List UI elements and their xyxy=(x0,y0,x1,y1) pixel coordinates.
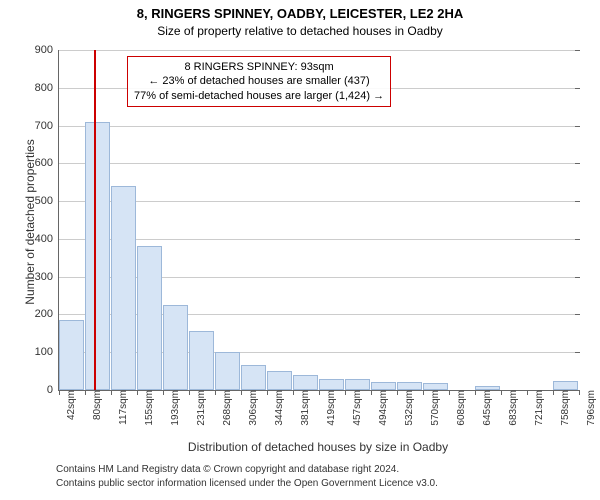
histogram-bar xyxy=(137,246,162,390)
histogram-bar xyxy=(267,371,292,390)
x-tick-label: 80sqm xyxy=(88,390,103,420)
x-axis-label: Distribution of detached houses by size … xyxy=(58,440,578,454)
y-tick-label: 100 xyxy=(35,346,59,358)
x-tick-label: 268sqm xyxy=(218,390,233,426)
y-tick-label: 600 xyxy=(35,157,59,169)
y-tick-label: 0 xyxy=(47,384,59,396)
x-tick-label: 155sqm xyxy=(140,390,155,426)
gridline xyxy=(59,201,579,202)
x-tick-mark xyxy=(241,390,242,395)
footer-line-2: Contains public sector information licen… xyxy=(56,478,438,489)
x-tick-mark xyxy=(137,390,138,395)
x-tick-mark xyxy=(371,390,372,395)
y-tick-mark xyxy=(575,163,580,164)
footer-line-1: Contains HM Land Registry data © Crown c… xyxy=(56,464,399,475)
x-tick-label: 306sqm xyxy=(244,390,259,426)
x-tick-mark xyxy=(189,390,190,395)
x-tick-mark xyxy=(293,390,294,395)
x-tick-label: 645sqm xyxy=(478,390,493,426)
x-tick-label: 344sqm xyxy=(270,390,285,426)
x-tick-mark xyxy=(163,390,164,395)
y-tick-mark xyxy=(575,88,580,89)
x-tick-mark xyxy=(423,390,424,395)
histogram-bar xyxy=(371,382,396,390)
y-tick-mark xyxy=(575,50,580,51)
y-tick-mark xyxy=(575,201,580,202)
y-tick-label: 400 xyxy=(35,233,59,245)
x-tick-label: 532sqm xyxy=(400,390,415,426)
y-tick-label: 900 xyxy=(35,44,59,56)
x-tick-label: 193sqm xyxy=(166,390,181,426)
x-tick-mark xyxy=(449,390,450,395)
histogram-bar xyxy=(241,365,266,390)
y-tick-label: 800 xyxy=(35,82,59,94)
x-tick-label: 796sqm xyxy=(582,390,597,426)
gridline xyxy=(59,50,579,51)
y-tick-mark xyxy=(575,314,580,315)
histogram-bar xyxy=(163,305,188,390)
chart-container: 8, RINGERS SPINNEY, OADBY, LEICESTER, LE… xyxy=(0,0,600,500)
histogram-bar xyxy=(423,383,448,390)
x-tick-label: 494sqm xyxy=(374,390,389,426)
chart-title: 8, RINGERS SPINNEY, OADBY, LEICESTER, LE… xyxy=(0,6,600,21)
x-tick-label: 721sqm xyxy=(530,390,545,426)
x-tick-label: 608sqm xyxy=(452,390,467,426)
x-tick-mark xyxy=(215,390,216,395)
y-axis-label: Number of detached properties xyxy=(23,122,37,322)
histogram-bar xyxy=(85,122,110,390)
y-tick-mark xyxy=(575,352,580,353)
x-tick-mark xyxy=(111,390,112,395)
histogram-bar xyxy=(189,331,214,390)
x-tick-mark xyxy=(501,390,502,395)
histogram-bar xyxy=(215,352,240,390)
reference-marker-line xyxy=(94,50,96,390)
x-tick-mark xyxy=(267,390,268,395)
x-tick-label: 419sqm xyxy=(322,390,337,426)
x-tick-label: 570sqm xyxy=(426,390,441,426)
x-tick-mark xyxy=(527,390,528,395)
y-tick-label: 300 xyxy=(35,271,59,283)
x-tick-mark xyxy=(85,390,86,395)
x-tick-mark xyxy=(475,390,476,395)
chart-subtitle: Size of property relative to detached ho… xyxy=(0,24,600,38)
y-tick-label: 200 xyxy=(35,308,59,320)
histogram-bar xyxy=(111,186,136,390)
x-tick-mark xyxy=(345,390,346,395)
histogram-bar xyxy=(319,379,344,390)
x-tick-label: 381sqm xyxy=(296,390,311,426)
x-tick-label: 758sqm xyxy=(556,390,571,426)
x-tick-label: 683sqm xyxy=(504,390,519,426)
annotation-box: 8 RINGERS SPINNEY: 93sqm← 23% of detache… xyxy=(127,56,391,107)
histogram-bar xyxy=(397,382,422,390)
x-tick-mark xyxy=(579,390,580,395)
x-tick-label: 117sqm xyxy=(114,390,129,425)
gridline xyxy=(59,126,579,127)
x-tick-label: 231sqm xyxy=(192,390,207,426)
y-tick-mark xyxy=(575,126,580,127)
histogram-bar xyxy=(59,320,84,390)
x-tick-label: 457sqm xyxy=(348,390,363,426)
gridline xyxy=(59,239,579,240)
x-tick-mark xyxy=(397,390,398,395)
plot-area: 010020030040050060070080090042sqm80sqm11… xyxy=(58,50,579,391)
x-tick-mark xyxy=(59,390,60,395)
gridline xyxy=(59,163,579,164)
x-tick-mark xyxy=(319,390,320,395)
annotation-line: 8 RINGERS SPINNEY: 93sqm xyxy=(134,60,384,74)
histogram-bar xyxy=(345,379,370,390)
histogram-bar xyxy=(553,381,578,390)
y-tick-label: 700 xyxy=(35,120,59,132)
histogram-bar xyxy=(293,375,318,390)
y-tick-mark xyxy=(575,277,580,278)
annotation-line: ← 23% of detached houses are smaller (43… xyxy=(134,74,384,88)
y-tick-label: 500 xyxy=(35,195,59,207)
x-tick-mark xyxy=(553,390,554,395)
y-tick-mark xyxy=(575,239,580,240)
annotation-line: 77% of semi-detached houses are larger (… xyxy=(134,89,384,103)
x-tick-label: 42sqm xyxy=(62,390,77,420)
